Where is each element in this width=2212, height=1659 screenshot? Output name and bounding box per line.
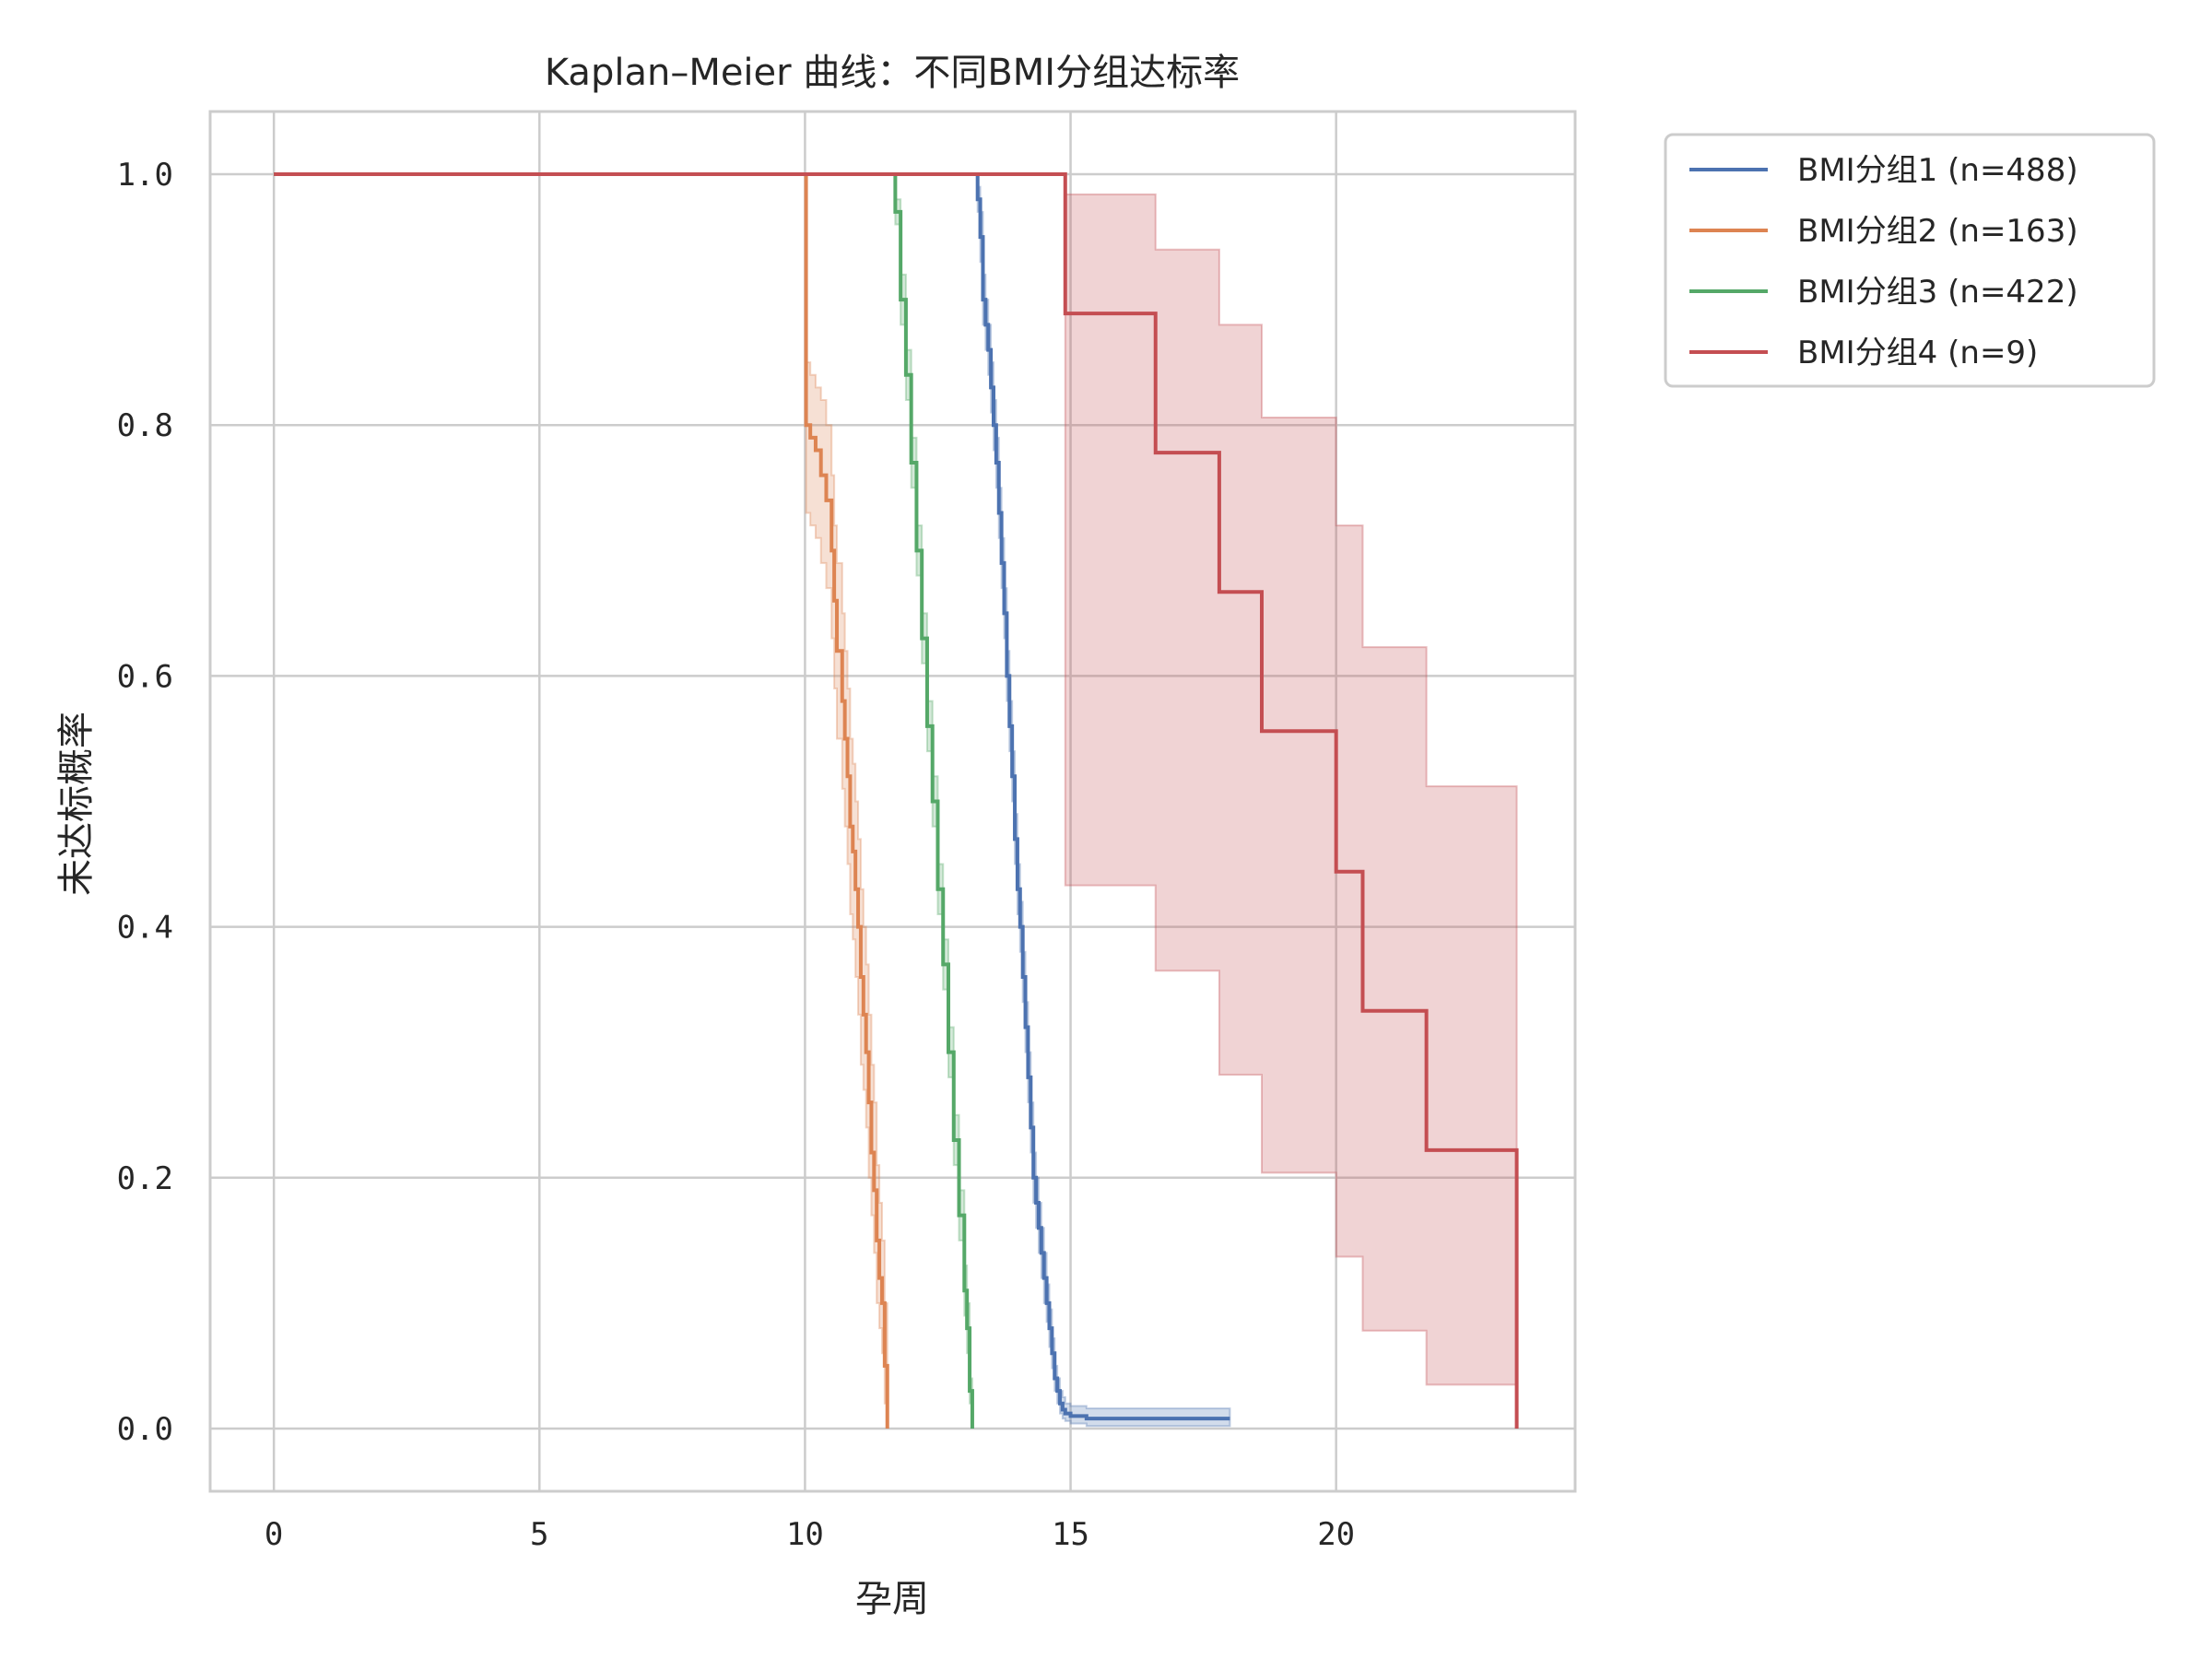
- x-axis-ticks: 0 5 10 15 20: [265, 1516, 1355, 1553]
- chart-title: Kaplan–Meier 曲线：不同BMI分组达标率: [545, 52, 1240, 94]
- bmi-group-2-curve: [274, 172, 889, 1429]
- bmi-group-3-curve: [274, 172, 974, 1429]
- x-tick-label: 5: [530, 1516, 548, 1553]
- x-tick-label: 10: [786, 1516, 824, 1553]
- x-tick-label: 15: [1052, 1516, 1089, 1553]
- x-tick-label: 0: [265, 1516, 283, 1553]
- y-tick-label: 0.4: [117, 910, 173, 947]
- bmi-group-4-legend-label: BMI分组4 (n=9): [1797, 335, 2038, 371]
- bmi-group-1-curve: [274, 172, 1230, 1421]
- survival-curves: [274, 172, 1519, 1429]
- y-tick-label: 0.6: [117, 658, 173, 695]
- x-tick-label: 20: [1317, 1516, 1355, 1553]
- y-tick-label: 0.8: [117, 407, 173, 444]
- y-axis-ticks: 0.0 0.2 0.4 0.6 0.8 1.0: [117, 157, 173, 1448]
- y-tick-label: 1.0: [117, 157, 173, 194]
- bmi-group-4-curve: [274, 172, 1519, 1429]
- legend-frame: [1664, 133, 2156, 388]
- plot-frame: [208, 110, 1577, 1493]
- bmi-group-2-legend-label: BMI分组2 (n=163): [1797, 213, 2078, 250]
- y-tick-label: 0.0: [117, 1411, 173, 1448]
- bmi-group-1-legend-label: BMI分组1 (n=488): [1797, 152, 2078, 189]
- x-axis-title: 孕周: [855, 1578, 929, 1620]
- y-axis-title: 未达标概率: [55, 712, 98, 896]
- bmi-group-3-legend-label: BMI分组3 (n=422): [1797, 274, 2078, 311]
- y-tick-label: 0.2: [117, 1160, 173, 1197]
- legend: BMI分组1 (n=488) BMI分组2 (n=163) BMI分组3 (n=42…: [1664, 133, 2156, 388]
